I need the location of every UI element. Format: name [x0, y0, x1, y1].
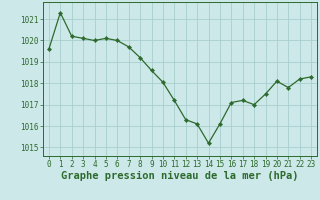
X-axis label: Graphe pression niveau de la mer (hPa): Graphe pression niveau de la mer (hPa) — [61, 171, 299, 181]
